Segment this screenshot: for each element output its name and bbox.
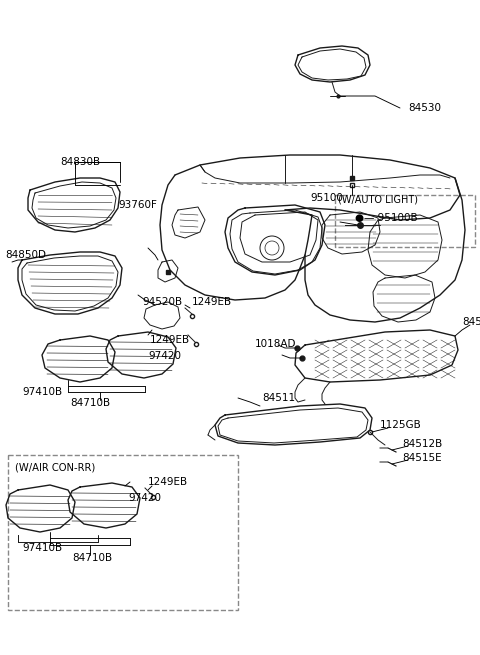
Text: 84850D: 84850D xyxy=(5,250,46,260)
Text: 84512B: 84512B xyxy=(402,439,442,449)
Text: 94520B: 94520B xyxy=(142,297,182,307)
Text: 1125GB: 1125GB xyxy=(380,420,422,430)
Text: 97410B: 97410B xyxy=(22,387,62,397)
Text: (W/AIR CON-RR): (W/AIR CON-RR) xyxy=(15,463,95,473)
Bar xyxy=(335,195,475,247)
Text: 97420: 97420 xyxy=(128,493,161,503)
Text: 95100: 95100 xyxy=(310,193,343,203)
Text: 1249EB: 1249EB xyxy=(150,335,190,345)
Text: 97410B: 97410B xyxy=(22,543,62,553)
Text: 84512A: 84512A xyxy=(462,317,480,327)
Bar xyxy=(8,455,238,610)
Text: 1249EB: 1249EB xyxy=(192,297,232,307)
Text: 84710B: 84710B xyxy=(72,553,112,563)
Text: 1249EB: 1249EB xyxy=(148,477,188,487)
Text: 84830B: 84830B xyxy=(60,157,100,167)
Text: ●— 95100B: ●— 95100B xyxy=(355,213,418,223)
Text: 84511: 84511 xyxy=(262,393,295,403)
Text: 93760F: 93760F xyxy=(118,200,157,210)
Text: 84710B: 84710B xyxy=(70,398,110,408)
Text: 1018AD: 1018AD xyxy=(255,339,297,349)
Text: 84530: 84530 xyxy=(408,103,441,113)
Text: (W/AUTO LIGHT): (W/AUTO LIGHT) xyxy=(338,195,418,205)
Text: 84515E: 84515E xyxy=(402,453,442,463)
Text: 97420: 97420 xyxy=(148,351,181,361)
